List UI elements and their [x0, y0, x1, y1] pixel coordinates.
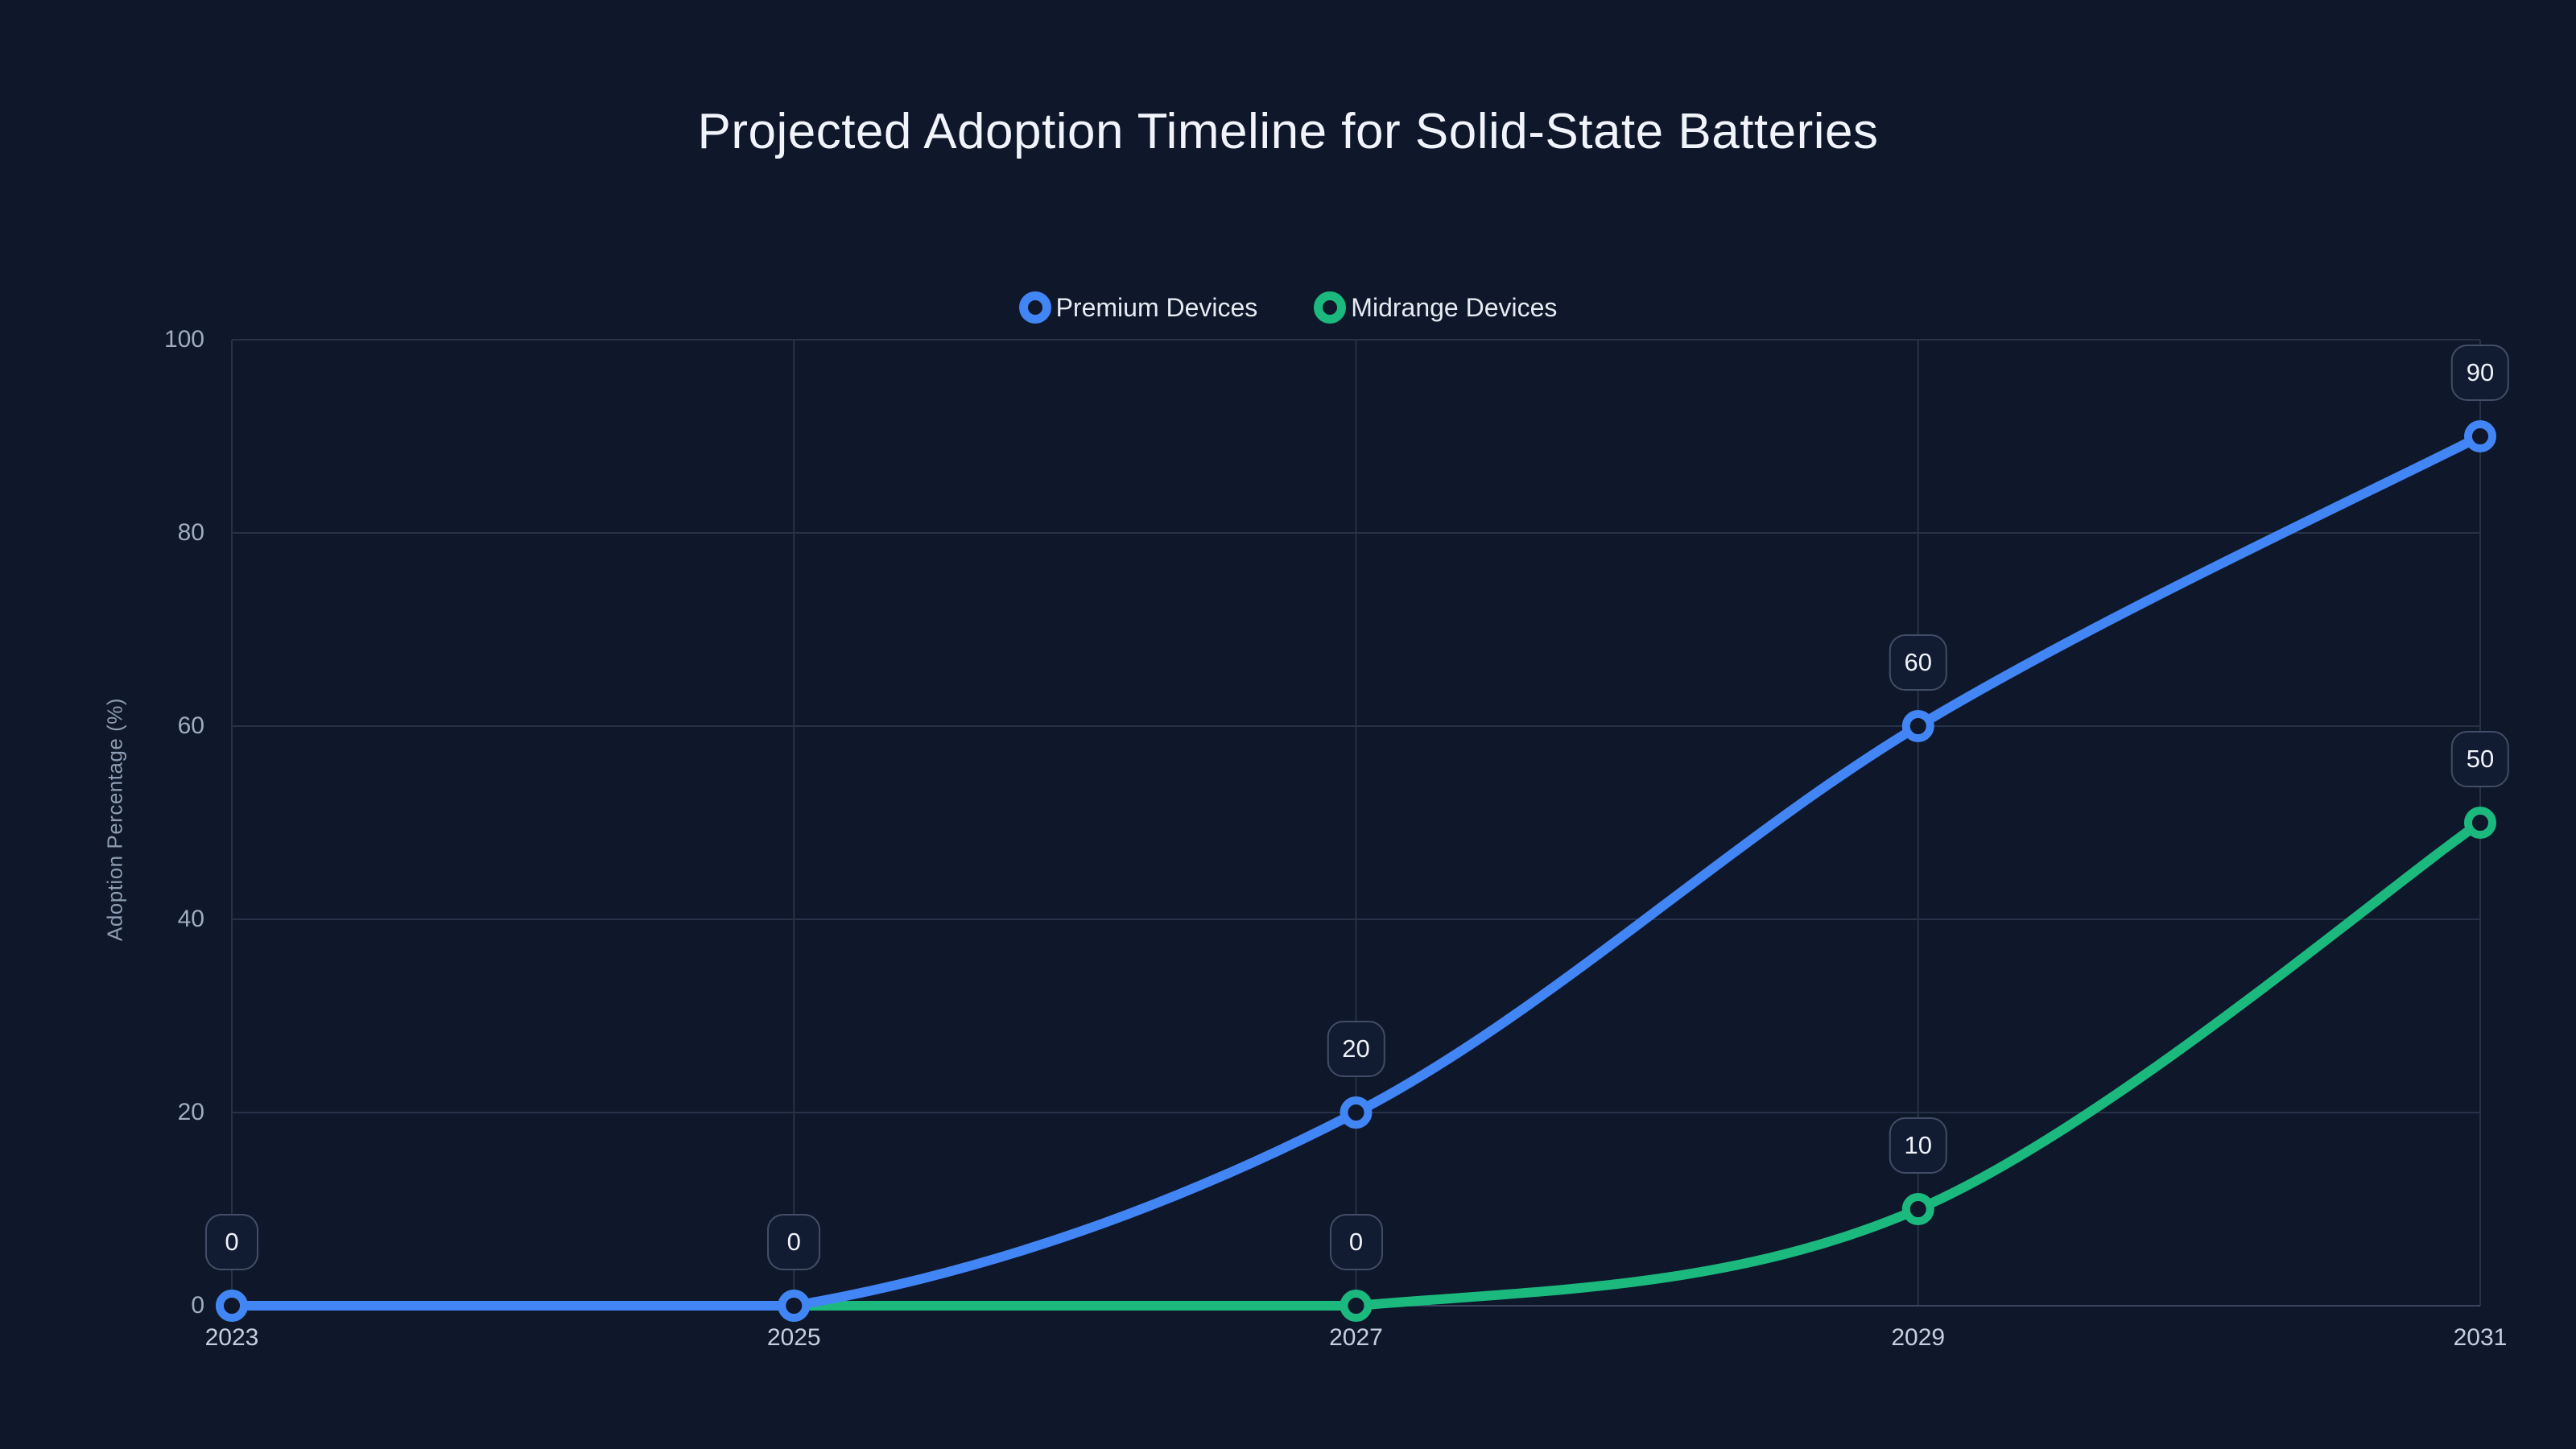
midrange-devices-ring-icon — [1314, 291, 1347, 324]
data-point-premium-devices[interactable] — [216, 1290, 248, 1322]
legend-label: Premium Devices — [1055, 292, 1258, 322]
value-badge: 90 — [2450, 345, 2510, 401]
y-tick-label: 0 — [191, 1292, 204, 1319]
value-badge: 10 — [1889, 1117, 1947, 1174]
x-tick-label: 2023 — [204, 1324, 259, 1351]
legend-item-premium-devices[interactable]: Premium Devices — [1018, 291, 1258, 324]
y-tick-label: 60 — [177, 712, 204, 739]
data-point-premium-devices[interactable] — [1340, 1096, 1373, 1129]
series-line-premium-devices — [227, 431, 2485, 1311]
value-badge: 0 — [205, 1214, 258, 1270]
data-point-premium-devices[interactable] — [778, 1290, 811, 1322]
x-tick-label: 2027 — [1329, 1324, 1383, 1351]
data-point-midrange-devices[interactable] — [1901, 1193, 1934, 1225]
data-point-midrange-devices[interactable] — [2464, 807, 2496, 839]
x-tick-label: 2029 — [1891, 1324, 1946, 1351]
legend: Premium Devices Midrange Devices — [0, 282, 2576, 333]
legend-item-midrange-devices[interactable]: Midrange Devices — [1314, 291, 1557, 324]
chart-title: Projected Adoption Timeline for Solid-St… — [697, 104, 1879, 159]
y-tick-label: 20 — [177, 1099, 204, 1125]
data-point-premium-devices[interactable] — [2464, 420, 2496, 452]
x-tick-label: 2031 — [2453, 1324, 2508, 1351]
premium-devices-ring-icon — [1018, 291, 1051, 324]
value-badge: 50 — [2450, 731, 2510, 787]
value-badge: 0 — [1329, 1214, 1383, 1270]
x-tick-label: 2025 — [766, 1324, 821, 1351]
y-tick-label: 80 — [177, 519, 204, 546]
value-badge: 60 — [1889, 634, 1947, 691]
data-point-midrange-devices[interactable] — [1340, 1290, 1373, 1322]
y-tick-label: 100 — [163, 326, 204, 353]
data-point-premium-devices[interactable] — [1901, 710, 1934, 742]
legend-label: Midrange Devices — [1351, 292, 1558, 322]
y-tick-label: 40 — [177, 906, 204, 932]
value-badge: 20 — [1327, 1021, 1385, 1077]
value-badge: 0 — [767, 1214, 821, 1270]
